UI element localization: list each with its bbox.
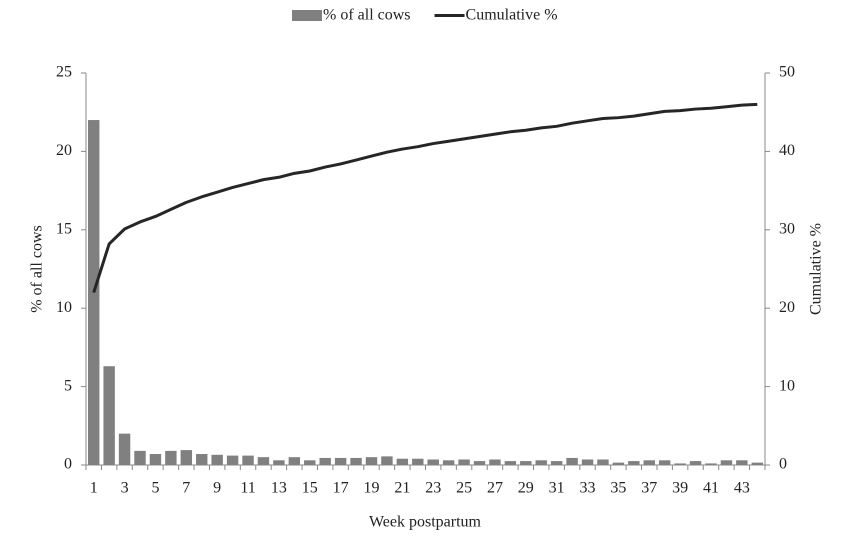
bar <box>180 450 193 465</box>
y2-tick-label: 50 <box>779 64 795 81</box>
x-tick-label: 23 <box>425 480 441 497</box>
bar <box>720 460 733 465</box>
y2-axis-title: Cumulative % <box>808 223 825 315</box>
x-tick-label: 7 <box>182 480 190 497</box>
y-tick-label: 25 <box>56 64 72 81</box>
bar <box>273 460 285 465</box>
bar <box>134 450 146 465</box>
x-tick-label: 1 <box>90 480 98 497</box>
bar <box>103 366 115 465</box>
y2-tick-label: 0 <box>779 456 787 473</box>
y2-tick-label: 10 <box>779 377 795 394</box>
bar <box>427 459 439 465</box>
legend-label: % of all cows <box>323 7 411 24</box>
x-tick-label: 37 <box>641 480 657 497</box>
bar <box>674 463 686 465</box>
bar <box>643 460 655 465</box>
y-axis-title: % of all cows <box>29 225 46 313</box>
y-tick-label: 5 <box>64 377 72 394</box>
y-tick-label: 10 <box>56 299 72 316</box>
bar <box>520 461 532 465</box>
bar <box>751 462 763 465</box>
x-tick-label: 17 <box>333 480 349 497</box>
x-tick-label: 21 <box>394 480 410 497</box>
y2-tick-label: 40 <box>779 142 795 159</box>
y-tick-label: 15 <box>56 220 72 237</box>
bar <box>489 459 501 465</box>
bar <box>396 458 409 465</box>
bar <box>535 460 547 465</box>
x-tick-label: 9 <box>213 480 221 497</box>
y2-tick-label: 20 <box>779 299 795 316</box>
bar <box>257 457 270 465</box>
x-tick-label: 25 <box>456 480 472 497</box>
bar <box>566 457 578 465</box>
legend-swatch <box>292 10 322 21</box>
bar <box>736 460 748 465</box>
bar <box>705 463 717 465</box>
x-tick-label: 41 <box>703 480 719 497</box>
x-axis-title: Week postpartum <box>369 514 482 531</box>
bar <box>196 454 208 465</box>
bar <box>226 455 239 465</box>
x-tick-label: 13 <box>271 480 287 497</box>
bar <box>504 461 517 465</box>
bar <box>334 457 347 465</box>
x-tick-label: 15 <box>302 480 318 497</box>
x-tick-label: 43 <box>734 480 750 497</box>
bar <box>689 461 702 465</box>
bar <box>612 462 625 465</box>
bar <box>658 460 671 465</box>
x-tick-label: 3 <box>121 480 129 497</box>
bar <box>319 457 331 465</box>
x-tick-label: 27 <box>487 480 503 497</box>
bar <box>304 460 316 465</box>
x-tick-label: 39 <box>672 480 688 497</box>
x-tick-label: 19 <box>363 480 379 497</box>
bar <box>288 457 301 465</box>
bar <box>350 457 362 465</box>
bar <box>442 460 455 465</box>
bar <box>473 461 486 465</box>
bar <box>550 461 563 465</box>
legend-label: Cumulative % <box>466 7 558 24</box>
bar <box>211 454 223 465</box>
bar <box>165 450 177 465</box>
bar <box>628 461 640 465</box>
bar <box>412 458 424 465</box>
x-tick-label: 11 <box>240 480 255 497</box>
line <box>92 102 758 293</box>
x-tick-label: 29 <box>518 480 534 497</box>
x-tick-label: 33 <box>580 480 596 497</box>
bar <box>242 455 254 465</box>
bar <box>381 456 393 465</box>
x-tick-label: 5 <box>151 480 159 497</box>
x-tick-label: 35 <box>610 480 626 497</box>
y2-tick-label: 30 <box>779 220 795 237</box>
bar <box>458 459 470 465</box>
y-tick-label: 20 <box>56 142 72 159</box>
bar <box>149 454 162 465</box>
x-tick-label: 31 <box>549 480 565 497</box>
bar <box>597 459 609 465</box>
bar <box>118 433 131 465</box>
bar <box>581 459 594 465</box>
y-tick-label: 0 <box>64 456 72 473</box>
bar <box>365 457 378 465</box>
